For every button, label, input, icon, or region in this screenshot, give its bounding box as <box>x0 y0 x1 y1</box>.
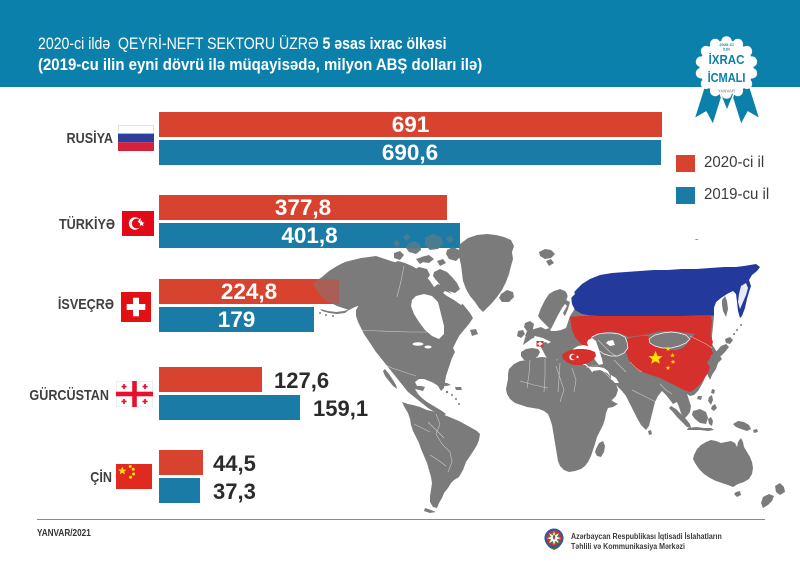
svg-text:İCMALI: İCMALI <box>708 69 746 85</box>
svg-text:YANVAR: YANVAR <box>718 89 735 94</box>
svg-text:İLİN: İLİN <box>723 48 730 52</box>
svg-text:2020-Cİ: 2020-Cİ <box>719 42 733 47</box>
svg-text:İXRAC: İXRAC <box>709 51 745 67</box>
